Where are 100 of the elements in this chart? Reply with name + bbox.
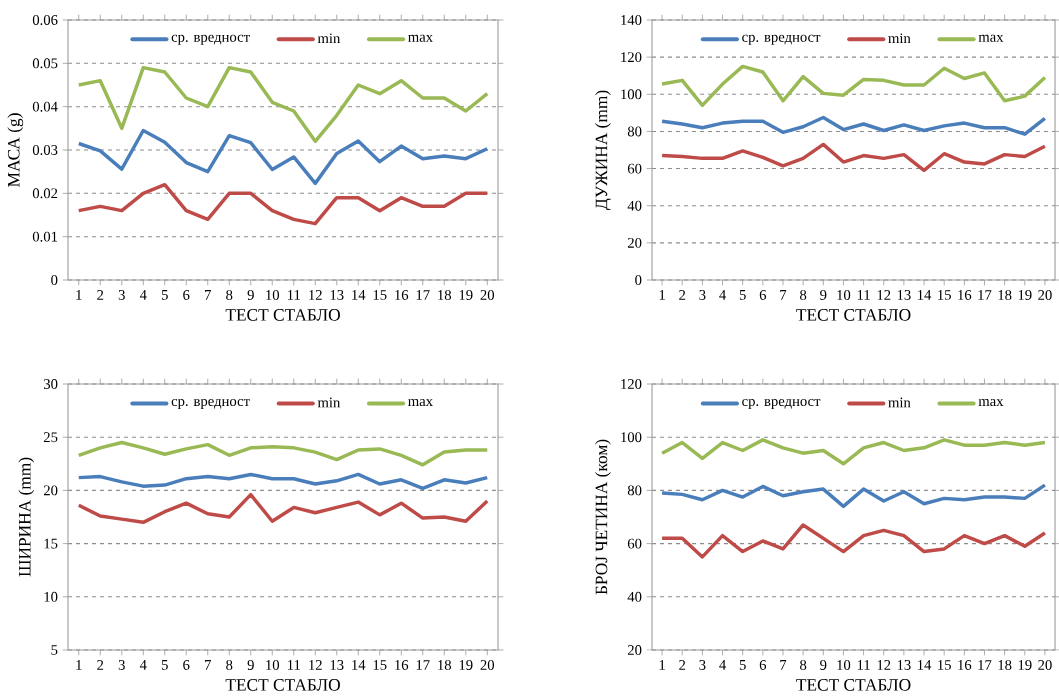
x-axis-title: ТЕСТ СТАБЛО xyxy=(225,309,340,321)
x-tick-label: 14 xyxy=(352,660,366,670)
x-tick-label: 7 xyxy=(205,660,211,670)
x-tick-label: 4 xyxy=(719,660,726,670)
x-tick-label: 16 xyxy=(958,290,972,300)
x-tick-label: 2 xyxy=(97,660,104,670)
x-tick-label: 20 xyxy=(1038,290,1052,300)
y-tick-label: 80 xyxy=(627,126,642,137)
line-series xyxy=(660,64,1047,108)
x-tick-label: 4 xyxy=(139,660,147,670)
x-tick-label: 4 xyxy=(139,290,147,300)
line-series xyxy=(77,440,489,467)
x-tick-label: 20 xyxy=(1038,660,1052,670)
y-tick-label: 100 xyxy=(621,89,642,100)
legend-label: min xyxy=(888,33,911,44)
x-tick-label: 9 xyxy=(820,290,827,300)
y-tick-label: 60 xyxy=(627,163,642,174)
x-tick-label: 2 xyxy=(679,290,686,300)
x-tick-label: 4 xyxy=(719,290,726,300)
line-series xyxy=(660,483,1047,509)
x-tick-label: 6 xyxy=(759,290,767,300)
y-axis-title: БРОЈ ЧЕТИНА (ком) xyxy=(595,439,611,595)
x-tick-label: 14 xyxy=(918,660,932,670)
y-tick-label: 0 xyxy=(51,275,58,285)
legend-label: min xyxy=(317,33,341,44)
y-tick-label: 20 xyxy=(627,237,642,248)
line-series xyxy=(77,65,489,144)
x-tick-label: 6 xyxy=(183,290,190,300)
x-tick-label: 9 xyxy=(247,660,254,670)
x-tick-label: 9 xyxy=(820,660,827,670)
x-tick-label: 13 xyxy=(897,660,911,670)
y-tick-label: 120 xyxy=(621,379,642,389)
legend-label: ср. вредност xyxy=(171,398,250,410)
line-series xyxy=(660,438,1047,466)
y-tick-label: 20 xyxy=(627,645,642,655)
x-tick-label: 1 xyxy=(76,660,82,670)
x-tick-label: 14 xyxy=(918,290,932,300)
x-tick-label: 17 xyxy=(416,660,430,670)
x-tick-label: 20 xyxy=(480,290,495,300)
x-tick-label: 19 xyxy=(1018,290,1032,300)
y-tick-label: 5 xyxy=(51,645,58,655)
x-tick-label: 2 xyxy=(679,660,686,670)
legend-label: max xyxy=(408,34,433,42)
x-axis-title: ТЕСТ СТАБЛО xyxy=(796,309,911,321)
x-tick-label: 14 xyxy=(352,290,366,300)
x-tick-label: 17 xyxy=(416,290,430,300)
legend-label: max xyxy=(978,398,1004,407)
x-tick-label: 9 xyxy=(247,290,254,300)
y-tick-label: 0 xyxy=(635,275,642,285)
y-tick-label: 120 xyxy=(621,52,642,63)
x-tick-label: 8 xyxy=(800,290,807,300)
y-axis-title: ДУЖИНА (mm) xyxy=(595,90,611,210)
x-tick-label: 17 xyxy=(978,290,992,300)
x-tick-label: 15 xyxy=(373,290,387,300)
legend-label: ср. вредност xyxy=(171,34,250,45)
x-tick-label: 8 xyxy=(226,290,233,300)
x-tick-label: 7 xyxy=(780,660,787,670)
y-tick-label: 0.04 xyxy=(32,101,58,112)
y-axis-title: ШИРИНА (mm) xyxy=(18,457,35,577)
y-tick-label: 30 xyxy=(44,379,58,389)
x-tick-label: 12 xyxy=(309,290,322,300)
x-tick-label: 16 xyxy=(395,290,409,300)
x-axis-title: ТЕСТ СТАБЛО xyxy=(796,679,911,691)
x-tick-label: 3 xyxy=(699,660,706,670)
y-tick-label: 60 xyxy=(627,538,642,549)
x-tick-label: 12 xyxy=(877,660,891,670)
x-tick-label: 7 xyxy=(205,290,211,300)
x-tick-label: 11 xyxy=(857,660,870,670)
y-axis-title: МАСА (g) xyxy=(7,113,24,187)
x-tick-label: 19 xyxy=(459,290,473,300)
x-tick-label: 16 xyxy=(395,660,409,670)
y-tick-label: 0.05 xyxy=(32,58,58,69)
line-series xyxy=(77,128,489,186)
x-tick-label: 13 xyxy=(330,660,344,670)
x-tick-label: 17 xyxy=(978,660,992,670)
x-tick-label: 18 xyxy=(998,660,1012,670)
x-tick-label: 3 xyxy=(118,660,125,670)
x-tick-label: 3 xyxy=(699,290,706,300)
y-tick-label: 0.06 xyxy=(32,15,58,25)
x-tick-label: 5 xyxy=(739,660,746,670)
x-tick-label: 15 xyxy=(938,660,951,670)
x-tick-label: 10 xyxy=(266,290,280,300)
x-tick-label: 10 xyxy=(266,660,280,670)
x-tick-label: 1 xyxy=(659,660,665,670)
line-series xyxy=(660,115,1047,136)
x-tick-label: 15 xyxy=(373,660,387,670)
x-tick-label: 11 xyxy=(287,290,300,300)
legend-label: max xyxy=(978,34,1004,42)
legend-label: min xyxy=(888,397,911,408)
x-tick-label: 18 xyxy=(998,290,1012,300)
x-tick-label: 13 xyxy=(330,290,344,300)
legend-label: min xyxy=(317,397,341,408)
y-tick-label: 10 xyxy=(44,591,58,602)
x-tick-label: 6 xyxy=(759,660,767,670)
legend-label: ср. вредност xyxy=(742,398,821,410)
line-series xyxy=(660,142,1047,173)
y-tick-label: 0.03 xyxy=(32,145,58,155)
x-tick-label: 12 xyxy=(309,660,322,670)
x-tick-label: 15 xyxy=(938,290,951,300)
line-series xyxy=(77,472,489,491)
